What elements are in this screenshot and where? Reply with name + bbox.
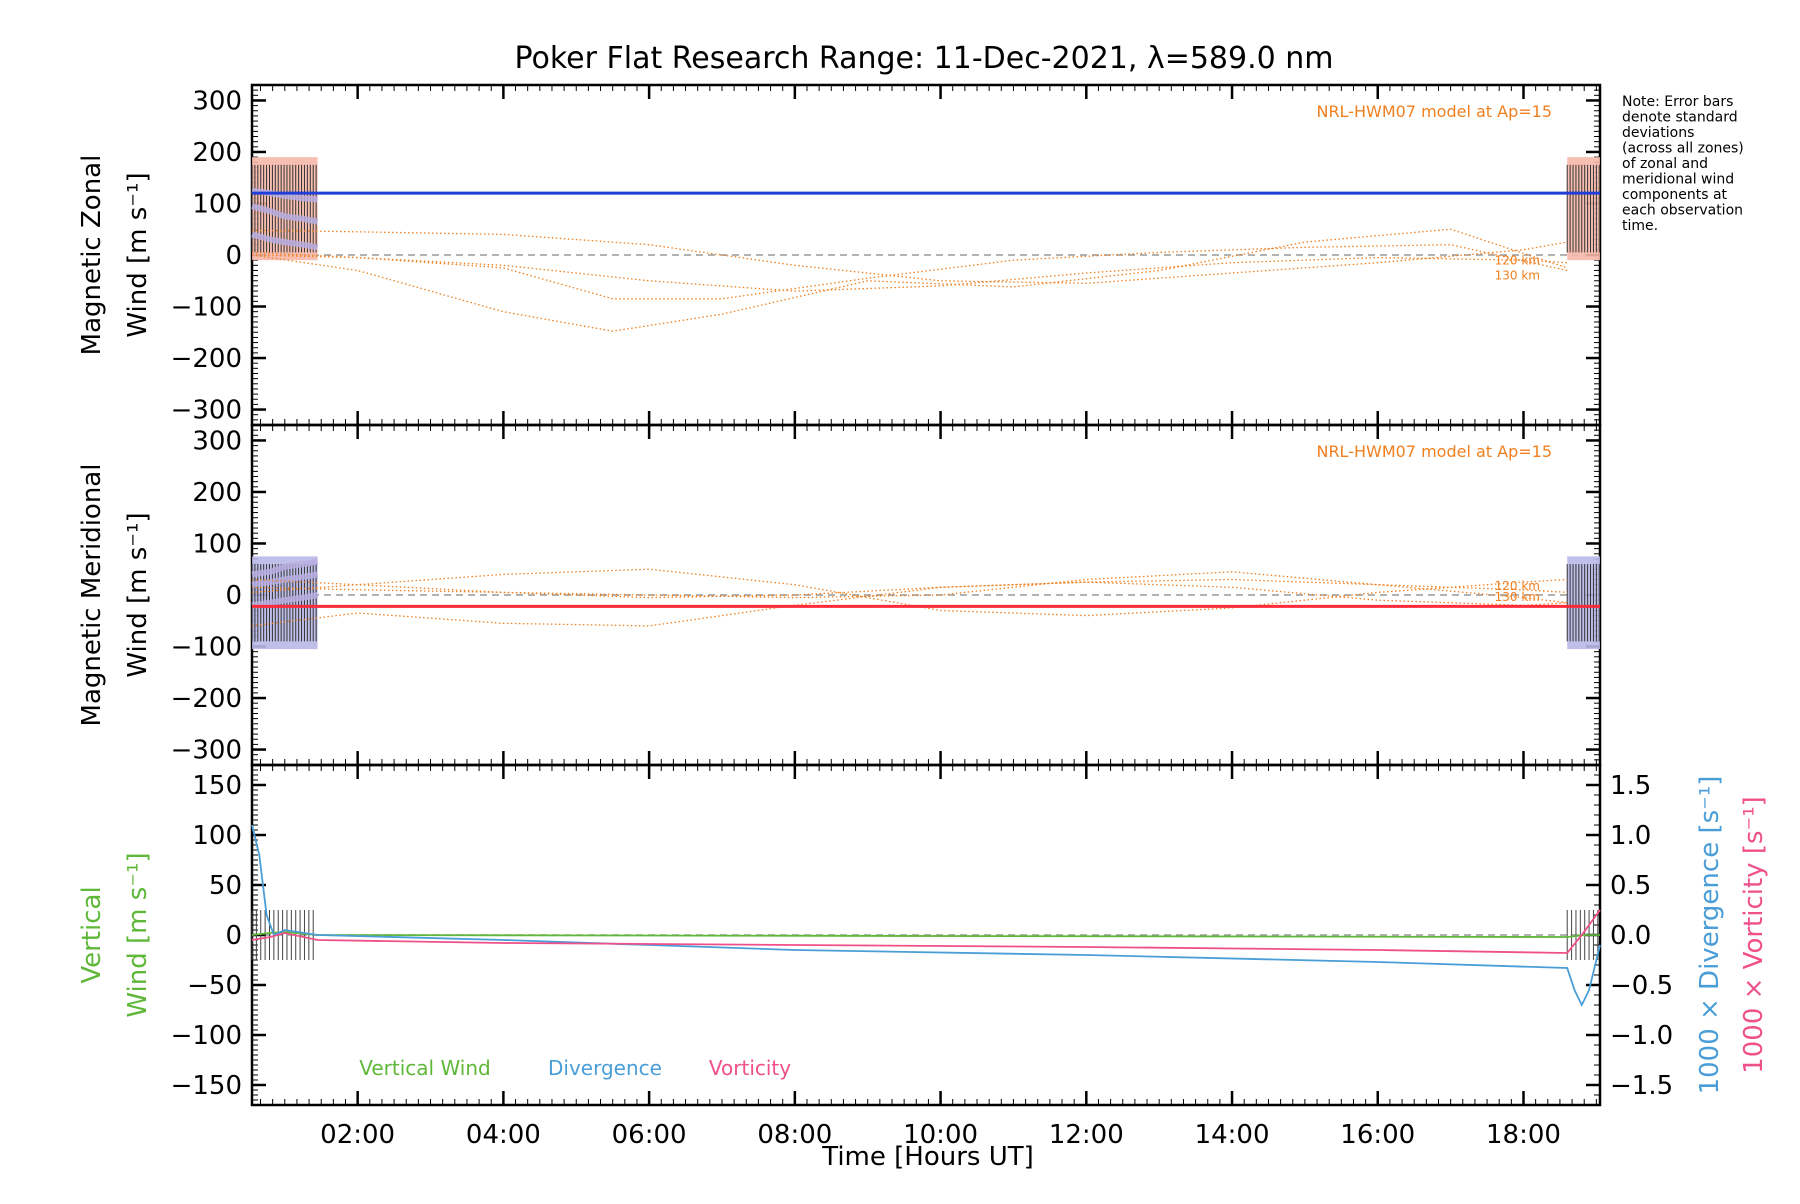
y-tick-label: −200 xyxy=(171,344,242,374)
errbar-region xyxy=(1567,556,1600,650)
note-line: each observation xyxy=(1622,203,1743,219)
y-tick-label: 100 xyxy=(192,529,242,559)
y-axis-label: Wind [m s⁻¹] xyxy=(123,172,153,337)
y-axis-label: Magnetic Zonal xyxy=(77,155,107,356)
y2-tick-label: 0.0 xyxy=(1610,921,1651,951)
zone-track xyxy=(251,231,319,251)
plot-layer: 300 200 100 0 −100 −200 −300 Magnetic Zonal Wind… xyxy=(77,83,1769,1150)
y-axis-label: Wind [m s⁻¹] xyxy=(123,512,153,677)
y2-tick-label: −1.5 xyxy=(1610,1071,1673,1101)
y-tick-label: 150 xyxy=(192,771,242,801)
y-tick-label: 300 xyxy=(192,426,242,456)
series-line xyxy=(251,824,1601,1008)
note-line: of zonal and xyxy=(1622,156,1708,172)
errbar-region xyxy=(1567,157,1600,261)
x-tick-label: 18:00 xyxy=(1486,1120,1561,1150)
model-series xyxy=(251,244,1568,300)
note-line: deviations xyxy=(1622,125,1694,141)
note-line: time. xyxy=(1622,218,1658,234)
y-axis-label: Magnetic Meridional xyxy=(77,464,107,727)
model-label: NRL-HWM07 model at Ap=15 xyxy=(1316,102,1552,121)
y-tick-label: −50 xyxy=(187,971,242,1001)
y-tick-label: 200 xyxy=(192,478,242,508)
y-tick-label: 0 xyxy=(225,921,242,951)
model-series xyxy=(251,228,1568,332)
y2-tick-label: 1.0 xyxy=(1610,821,1651,851)
model-label: NRL-HWM07 model at Ap=15 xyxy=(1316,442,1552,461)
y-tick-label: 0 xyxy=(225,581,242,611)
x-tick-label: 02:00 xyxy=(320,1120,395,1150)
km-label: 130 km xyxy=(1495,590,1540,604)
x-tick-label: 10:00 xyxy=(903,1120,978,1150)
model-series xyxy=(251,581,1568,627)
note-line: components at xyxy=(1622,187,1728,203)
km-label: 130 km xyxy=(1495,269,1540,283)
y2-tick-label: −0.5 xyxy=(1610,971,1673,1001)
legend-item: Vorticity xyxy=(709,1056,791,1080)
y-tick-label: 300 xyxy=(192,86,242,116)
note-line: Note: Error bars xyxy=(1622,94,1733,110)
x-tick-label: 12:00 xyxy=(1049,1120,1124,1150)
y-axis-label: Vertical xyxy=(77,886,107,983)
zone-track xyxy=(251,558,319,578)
y-tick-label: 0 xyxy=(225,241,242,271)
y-tick-label: 100 xyxy=(192,821,242,851)
model-series xyxy=(251,254,1568,292)
y2-tick-label: 0.5 xyxy=(1610,871,1651,901)
y-tick-label: −150 xyxy=(171,1071,242,1101)
chart-title: Poker Flat Research Range: 11-Dec-2021, … xyxy=(515,41,1334,76)
y-tick-label: 50 xyxy=(209,871,242,901)
y2-tick-label: −1.0 xyxy=(1610,1021,1673,1051)
y-tick-label: 100 xyxy=(192,189,242,219)
km-label: 120 km xyxy=(1495,579,1540,593)
zone-track xyxy=(251,203,319,225)
legend-item: Vertical Wind xyxy=(359,1056,490,1080)
x-tick-label: 16:00 xyxy=(1340,1120,1415,1150)
x-tick-label: 06:00 xyxy=(612,1120,687,1150)
y-tick-label: 200 xyxy=(192,138,242,168)
y-tick-label: −300 xyxy=(171,396,242,426)
model-series xyxy=(251,229,1568,284)
y-tick-label: −200 xyxy=(171,684,242,714)
note-line: meridional wind xyxy=(1622,172,1734,188)
x-axis-label: Time [Hours UT] xyxy=(821,1142,1034,1172)
y2-axis-label-vorticity: 1000 × Vorticity [s⁻¹] xyxy=(1739,796,1769,1074)
x-tick-label: 14:00 xyxy=(1195,1120,1270,1150)
y2-tick-label: 1.5 xyxy=(1610,771,1651,801)
model-series xyxy=(251,571,1568,604)
y-tick-label: −100 xyxy=(171,633,242,663)
y2-axis-label-divergence: 1000 × Divergence [s⁻¹] xyxy=(1695,776,1725,1095)
y-tick-label: −100 xyxy=(171,293,242,323)
series-line xyxy=(251,909,1601,954)
x-tick-label: 04:00 xyxy=(466,1120,541,1150)
note-line: denote standard xyxy=(1622,110,1738,126)
zone-track xyxy=(251,592,319,609)
legend-item: Divergence xyxy=(548,1056,662,1080)
y-tick-label: −100 xyxy=(171,1021,242,1051)
note-line: (across all zones) xyxy=(1622,141,1744,157)
x-tick-label: 08:00 xyxy=(757,1120,832,1150)
model-series xyxy=(251,568,1568,617)
km-label: 120 km xyxy=(1495,253,1540,267)
y-axis-label: Wind [m s⁻¹] xyxy=(123,852,153,1017)
zone-track xyxy=(251,571,319,588)
y-tick-label: −300 xyxy=(171,736,242,766)
